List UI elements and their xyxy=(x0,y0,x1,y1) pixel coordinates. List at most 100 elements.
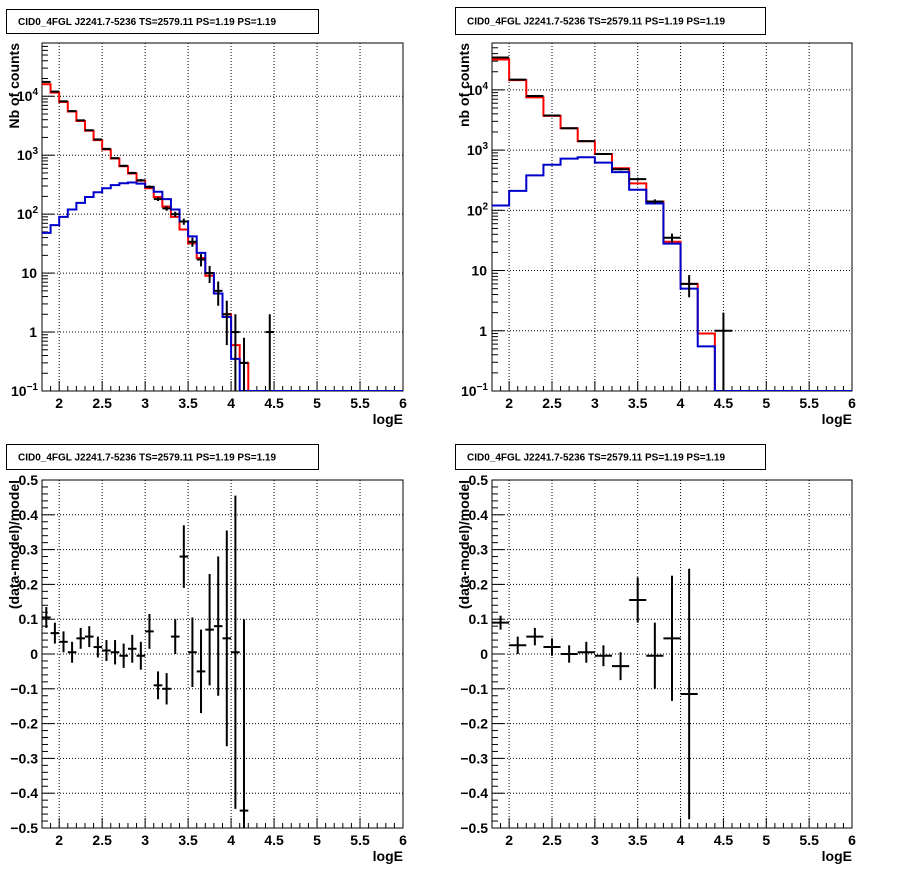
y-tick-label: −0.4 xyxy=(460,785,488,801)
data-point xyxy=(50,622,60,644)
data-point xyxy=(102,147,111,150)
data-point xyxy=(594,645,612,667)
x-axis-label: logE xyxy=(373,848,403,864)
y-tick-label: −0.5 xyxy=(460,820,488,836)
data-point xyxy=(509,636,527,654)
data-point xyxy=(196,629,206,714)
x-tick-label: 3.5 xyxy=(178,832,198,848)
x-tick-label: 5.5 xyxy=(799,832,819,848)
data-point xyxy=(67,110,77,113)
x-ticks: 2 2.5 3 3.5 4 4.5 5 5.5 6 xyxy=(491,381,856,411)
y-ticks: −0.5 −0.4 −0.3 −0.2 −0.1 0 0.1 0.2 0.3 0.4 0.5 xyxy=(10,472,54,836)
y-tick-label: 0.1 xyxy=(19,611,39,627)
x-tick-label: 5 xyxy=(313,395,321,411)
x-tick-label: 5.5 xyxy=(799,395,819,411)
data-point xyxy=(110,157,120,160)
plot-area xyxy=(42,495,249,828)
y-tick-label: 0.4 xyxy=(469,507,489,523)
y-tick-label: −0.3 xyxy=(460,750,488,766)
plot-area xyxy=(42,80,403,391)
data-point xyxy=(680,275,698,298)
data-point xyxy=(127,634,137,663)
data-points xyxy=(42,80,275,391)
data-point xyxy=(196,254,206,267)
data-point xyxy=(213,281,223,306)
data-point xyxy=(145,613,154,649)
chart-title: CID0_4FGL J2241.7-5236 TS=2579.11 PS=1.1… xyxy=(467,453,725,464)
x-tick-label: 2.5 xyxy=(542,395,562,411)
x-tick-label: 5 xyxy=(762,832,770,848)
y-tick-label: 102 xyxy=(17,205,39,222)
data-point xyxy=(646,199,664,204)
y-tick-label: 104 xyxy=(467,81,489,98)
data-point xyxy=(136,641,146,670)
x-tick-label: 3 xyxy=(141,832,149,848)
y-tick-label: 102 xyxy=(467,201,489,218)
title-box xyxy=(455,7,766,35)
chart-title: CID0_4FGL J2241.7-5236 TS=2579.11 PS=1.1… xyxy=(18,453,276,464)
y-tick-label: 1 xyxy=(29,324,37,340)
title-box xyxy=(6,444,319,470)
y-tick-label: 0.5 xyxy=(19,472,39,488)
data-point xyxy=(594,153,612,156)
y-tick-label: 0.4 xyxy=(19,507,39,523)
data-point xyxy=(612,168,630,171)
x-tick-label: 6 xyxy=(399,395,407,411)
data-points xyxy=(492,568,698,820)
y-tick-label: 0.1 xyxy=(469,611,489,627)
data-point xyxy=(102,640,111,661)
data-point xyxy=(179,525,189,588)
y-tick-label: 0 xyxy=(480,646,488,662)
y-tick-label: 1 xyxy=(479,323,487,339)
x-tick-label: 5.5 xyxy=(350,395,370,411)
data-point xyxy=(76,627,85,649)
data-point xyxy=(188,617,197,688)
data-point xyxy=(560,127,578,130)
y-tick-label: 0.5 xyxy=(469,472,489,488)
x-tick-label: 6 xyxy=(848,395,856,411)
y-axis-label: (data-model)/model xyxy=(6,480,22,609)
y-tick-label: 10 xyxy=(471,263,487,279)
y-tick-label: 0.2 xyxy=(469,576,489,592)
data-point xyxy=(222,530,232,747)
y-tick-label: −0.5 xyxy=(10,820,38,836)
y-tick-label: 10−1 xyxy=(11,382,38,399)
x-tick-label: 5 xyxy=(313,832,321,848)
data-point xyxy=(526,627,544,646)
chart-title: CID0_4FGL J2241.7-5236 TS=2579.11 PS=1.1… xyxy=(467,17,725,28)
y-tick-label: 0 xyxy=(30,646,38,662)
x-axis-label: logE xyxy=(373,411,403,427)
grid xyxy=(42,43,403,391)
data-point xyxy=(188,237,197,247)
data-point xyxy=(42,607,51,628)
x-axis-label: logE xyxy=(822,411,852,427)
total_model-histogram xyxy=(492,58,852,391)
data-point xyxy=(153,671,163,700)
data-points xyxy=(492,56,732,391)
y-tick-label: 103 xyxy=(17,146,39,163)
y-tick-label: −0.4 xyxy=(10,785,38,801)
x-tick-label: 4 xyxy=(227,395,235,411)
x-tick-label: 2 xyxy=(55,832,63,848)
x-tick-label: 2.5 xyxy=(542,832,562,848)
y-tick-label: 103 xyxy=(467,141,489,158)
plot-frame xyxy=(41,42,404,392)
data-point xyxy=(170,619,180,654)
data-point xyxy=(663,575,681,701)
data-point xyxy=(136,179,146,182)
y-axis-label: Nb of counts xyxy=(6,43,22,129)
data-point xyxy=(205,265,214,283)
data-point xyxy=(612,652,630,681)
panel-bottom-left: CID0_4FGL J2241.7-5236 TS=2579.11 PS=1.1… xyxy=(6,444,407,864)
x-tick-label: 2 xyxy=(505,395,513,411)
y-tick-label: −0.2 xyxy=(460,716,488,732)
y-ticks: −0.5 −0.4 −0.3 −0.2 −0.1 0 0.1 0.2 0.3 0.4 0.5 xyxy=(460,472,504,836)
y-tick-label: 104 xyxy=(17,87,39,104)
data-point xyxy=(663,233,681,243)
y-tick-label: −0.3 xyxy=(10,750,38,766)
y-ticks: 10−1 1 10 102 103 104 xyxy=(461,42,504,399)
x-tick-label: 2.5 xyxy=(92,395,112,411)
data-point xyxy=(714,312,732,391)
y-axis-label: nb of counts xyxy=(456,43,472,127)
data-point xyxy=(239,619,249,828)
